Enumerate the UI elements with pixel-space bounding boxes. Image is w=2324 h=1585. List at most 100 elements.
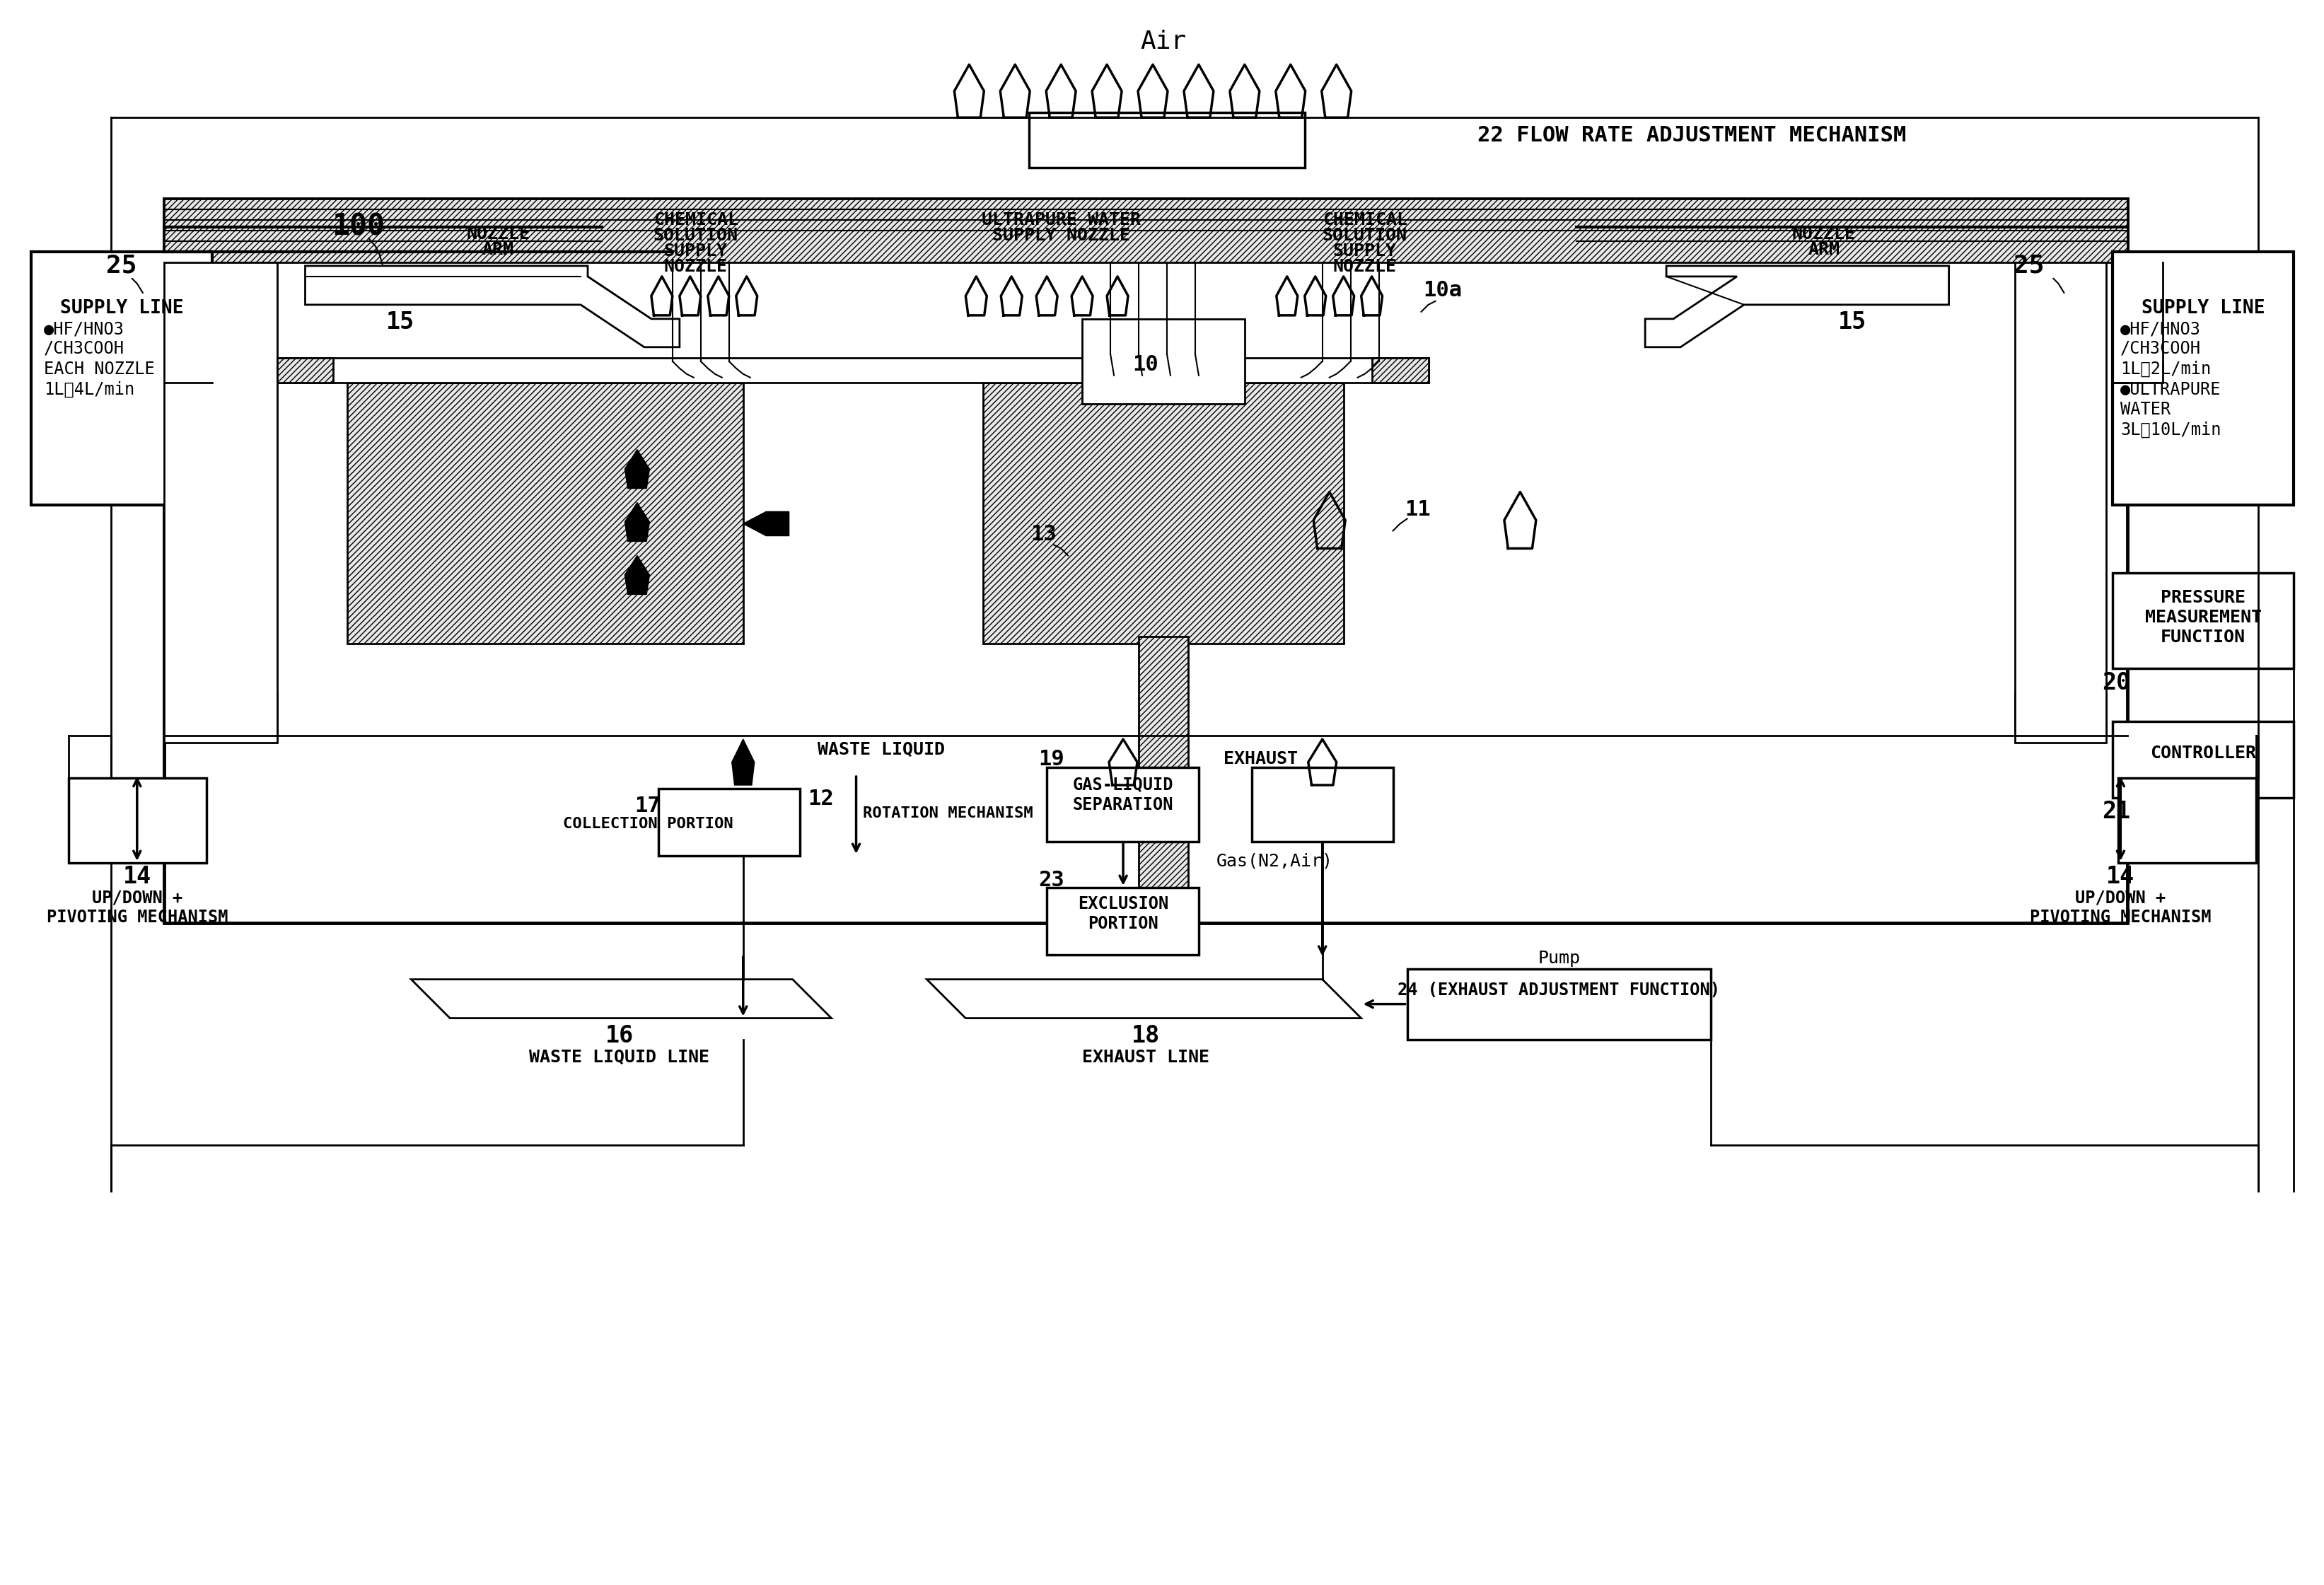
Text: NOZZLE: NOZZLE xyxy=(665,258,727,276)
Bar xyxy=(2015,263,2106,743)
Text: CHEMICAL: CHEMICAL xyxy=(653,211,739,228)
Text: 14: 14 xyxy=(123,865,151,889)
Bar xyxy=(2015,693,2106,735)
Text: 3L～10L/min: 3L～10L/min xyxy=(2119,422,2222,437)
Text: 22 FLOW RATE ADJUSTMENT MECHANISM: 22 FLOW RATE ADJUSTMENT MECHANISM xyxy=(1478,125,1906,146)
Text: PRESSURE: PRESSURE xyxy=(2159,590,2245,607)
Text: 10: 10 xyxy=(1132,355,1157,376)
Text: EXHAUST: EXHAUST xyxy=(1222,750,1297,767)
Text: 1L～2L/min: 1L～2L/min xyxy=(2119,360,2210,377)
Text: 19: 19 xyxy=(1039,748,1064,769)
Text: CHEMICAL: CHEMICAL xyxy=(1322,211,1406,228)
Text: WASTE LIQUID LINE: WASTE LIQUID LINE xyxy=(530,1049,709,1065)
Text: SOLUTION: SOLUTION xyxy=(1322,227,1406,244)
Text: EXHAUST LINE: EXHAUST LINE xyxy=(1081,1049,1208,1065)
Polygon shape xyxy=(744,512,788,536)
Text: 20: 20 xyxy=(2101,670,2129,694)
Text: SUPPLY: SUPPLY xyxy=(665,243,727,260)
Bar xyxy=(2113,252,2294,504)
Text: 15: 15 xyxy=(386,311,414,334)
Bar xyxy=(1406,968,1710,1040)
Text: EACH NOZZLE: EACH NOZZLE xyxy=(44,360,156,377)
Bar xyxy=(983,372,1343,382)
Bar xyxy=(1371,358,1427,382)
Text: ●HF/HNO3: ●HF/HNO3 xyxy=(2119,322,2201,338)
Bar xyxy=(165,263,277,743)
Text: Gas(N2,Air): Gas(N2,Air) xyxy=(1215,853,1332,870)
Text: SUPPLY LINE: SUPPLY LINE xyxy=(2140,300,2264,317)
Text: 21: 21 xyxy=(2101,800,2129,824)
Text: ULTRAPURE WATER: ULTRAPURE WATER xyxy=(981,211,1141,228)
Bar xyxy=(2117,778,2257,862)
Text: 24 (EXHAUST ADJUSTMENT FUNCTION): 24 (EXHAUST ADJUSTMENT FUNCTION) xyxy=(1397,981,1720,999)
Polygon shape xyxy=(927,980,1362,1018)
Text: 14: 14 xyxy=(2106,865,2133,889)
Text: GAS-LIQUID: GAS-LIQUID xyxy=(1071,777,1174,794)
Text: SUPPLY LINE: SUPPLY LINE xyxy=(60,300,184,317)
Text: SUPPLY: SUPPLY xyxy=(1332,243,1397,260)
Text: UP/DOWN +: UP/DOWN + xyxy=(2075,889,2166,907)
Text: Air: Air xyxy=(1141,30,1185,54)
Text: 13: 13 xyxy=(1030,525,1055,545)
Text: 10a: 10a xyxy=(1422,281,1462,301)
Text: SUPPLY NOZZLE: SUPPLY NOZZLE xyxy=(992,227,1129,244)
Text: Pump: Pump xyxy=(1536,949,1580,967)
Text: PIVOTING MECHANISM: PIVOTING MECHANISM xyxy=(2029,908,2210,926)
Bar xyxy=(349,376,744,644)
Text: EXCLUSION: EXCLUSION xyxy=(1078,896,1169,913)
Text: 100: 100 xyxy=(332,212,383,243)
Text: CONTROLLER: CONTROLLER xyxy=(2150,745,2257,762)
Bar xyxy=(1139,637,1188,922)
Text: /CH3COOH: /CH3COOH xyxy=(44,341,125,357)
Bar xyxy=(304,365,786,379)
Text: ●HF/HNO3: ●HF/HNO3 xyxy=(44,322,125,338)
Bar xyxy=(349,372,744,382)
Text: NOZZLE: NOZZLE xyxy=(1792,225,1855,243)
Bar xyxy=(983,376,1343,644)
Polygon shape xyxy=(411,980,832,1018)
Text: PIVOTING MECHANISM: PIVOTING MECHANISM xyxy=(46,908,228,926)
Text: ARM: ARM xyxy=(1808,241,1838,258)
Bar xyxy=(165,198,2126,922)
Bar xyxy=(1046,888,1199,954)
Text: WASTE LIQUID: WASTE LIQUID xyxy=(818,742,944,758)
Text: 11: 11 xyxy=(1404,499,1429,520)
Polygon shape xyxy=(732,739,755,785)
Text: 1L～4L/min: 1L～4L/min xyxy=(44,380,135,398)
Bar xyxy=(277,358,1427,382)
Text: UP/DOWN +: UP/DOWN + xyxy=(91,889,181,907)
Bar xyxy=(2113,574,2294,669)
Text: SOLUTION: SOLUTION xyxy=(653,227,739,244)
Bar xyxy=(165,693,277,735)
Bar xyxy=(1083,319,1243,404)
Bar xyxy=(165,198,2126,263)
Text: PORTION: PORTION xyxy=(1088,915,1157,932)
Text: MEASUREMENT: MEASUREMENT xyxy=(2145,609,2261,626)
Text: SEPARATION: SEPARATION xyxy=(1071,796,1174,813)
Text: ROTATION MECHANISM: ROTATION MECHANISM xyxy=(862,807,1032,821)
Text: 12: 12 xyxy=(806,789,834,810)
Bar xyxy=(658,789,799,856)
Text: COLLECTION PORTION: COLLECTION PORTION xyxy=(562,816,732,831)
Polygon shape xyxy=(304,266,679,347)
Polygon shape xyxy=(1645,266,1948,347)
Bar xyxy=(1046,767,1199,842)
Polygon shape xyxy=(625,502,648,542)
Text: 15: 15 xyxy=(1838,311,1866,334)
Bar xyxy=(948,365,1378,379)
Text: /CH3COOH: /CH3COOH xyxy=(2119,341,2201,357)
Text: NOZZLE: NOZZLE xyxy=(1332,258,1397,276)
Bar xyxy=(2113,721,2294,797)
Polygon shape xyxy=(625,555,648,594)
Text: FUNCTION: FUNCTION xyxy=(2159,629,2245,647)
Text: 18: 18 xyxy=(1132,1024,1160,1048)
Bar xyxy=(67,778,207,862)
Text: 25: 25 xyxy=(2013,254,2043,277)
Bar xyxy=(30,252,211,504)
Text: NOZZLE: NOZZLE xyxy=(467,225,530,243)
Polygon shape xyxy=(625,450,648,488)
Text: ●ULTRAPURE: ●ULTRAPURE xyxy=(2119,380,2222,398)
Text: ARM: ARM xyxy=(481,241,514,258)
Text: 16: 16 xyxy=(604,1024,634,1048)
Text: 25: 25 xyxy=(107,254,137,277)
